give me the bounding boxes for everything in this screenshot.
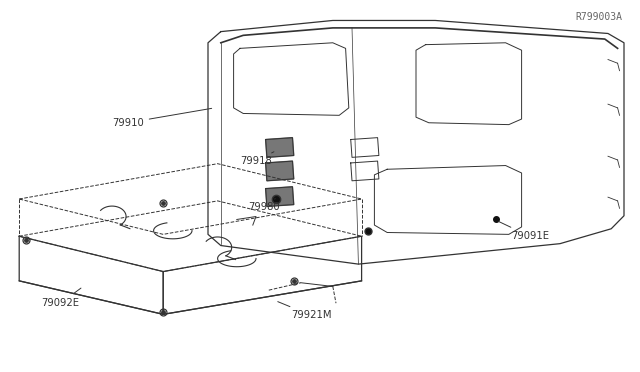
Polygon shape (266, 161, 294, 181)
Text: 79910: 79910 (112, 108, 212, 128)
Text: 79921M: 79921M (278, 302, 332, 320)
Text: 79980: 79980 (248, 199, 280, 212)
Polygon shape (266, 138, 294, 157)
Text: R799003A: R799003A (575, 12, 622, 22)
Text: 79918: 79918 (240, 152, 274, 166)
Polygon shape (266, 187, 294, 206)
Text: 79091E: 79091E (499, 221, 548, 241)
Text: 79092E: 79092E (42, 288, 81, 308)
